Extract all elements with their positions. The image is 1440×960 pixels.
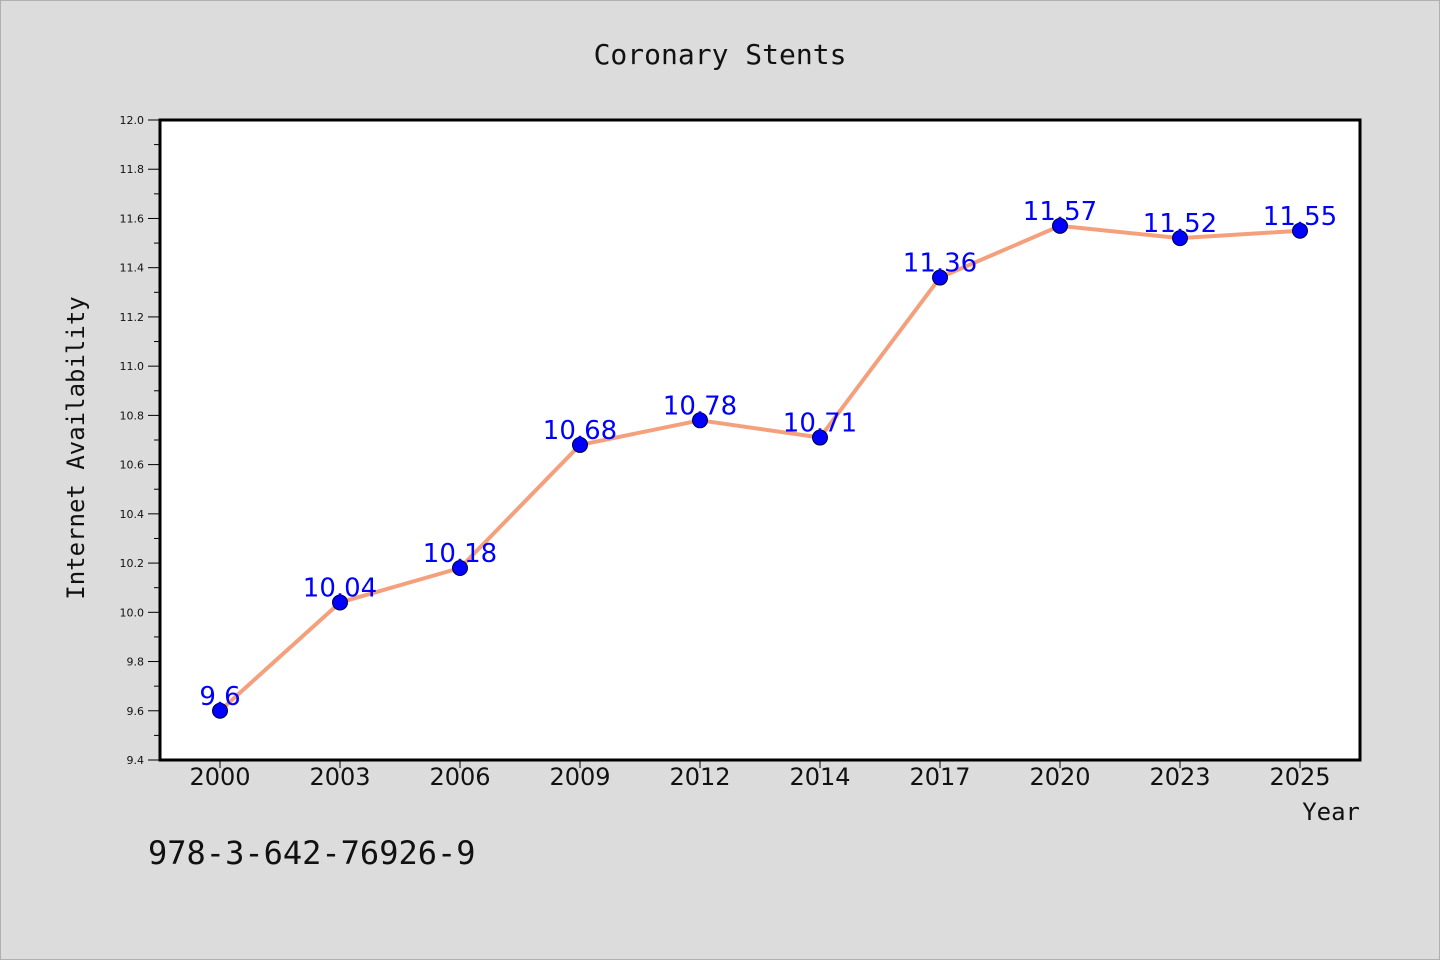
x-tick-label: 2017 <box>909 763 970 791</box>
y-axis-label: Internet Availability <box>62 296 90 599</box>
y-tick-label: 10.2 <box>120 557 145 570</box>
y-tick-label: 10.6 <box>120 459 145 472</box>
x-axis-label: Year <box>1302 798 1360 826</box>
data-point <box>452 560 468 576</box>
y-tick-label: 11.2 <box>120 311 145 324</box>
y-tick-label: 10.0 <box>120 606 145 619</box>
data-point <box>1172 230 1188 247</box>
data-point <box>332 594 348 611</box>
y-tick-label: 12.0 <box>120 114 145 127</box>
data-label: 11.55 <box>1263 202 1337 232</box>
x-tick-label: 2006 <box>429 763 490 791</box>
x-tick-label: 2000 <box>189 763 250 791</box>
y-tick-label: 11.0 <box>120 360 145 373</box>
data-point <box>572 436 588 453</box>
x-tick-label: 2014 <box>789 763 850 791</box>
series-line <box>218 223 1301 713</box>
x-tick-label: 2009 <box>549 763 610 791</box>
data-label: 10.71 <box>783 409 857 439</box>
data-label: 10.18 <box>423 539 497 569</box>
plot-area <box>158 118 1362 762</box>
data-label: 10.04 <box>303 573 377 603</box>
y-tick-label: 9.6 <box>127 705 145 718</box>
data-point <box>692 412 708 429</box>
x-tick-label: 2023 <box>1149 763 1210 791</box>
x-tick-label: 2012 <box>669 763 730 791</box>
y-tick-label: 10.4 <box>120 508 145 521</box>
y-tick-label: 10.8 <box>120 409 145 422</box>
data-point <box>1052 217 1068 234</box>
y-tick-label: 9.8 <box>127 656 145 669</box>
data-label: 11.36 <box>903 249 977 279</box>
data-points <box>212 217 1308 719</box>
data-point <box>932 269 948 286</box>
data-label: 9.6 <box>199 682 240 712</box>
y-tick-label: 11.6 <box>120 212 145 225</box>
y-tick-label: 11.8 <box>120 163 145 176</box>
data-label: 11.57 <box>1023 197 1097 227</box>
data-point <box>1292 222 1308 239</box>
x-axis-ticks: 2000 2003 2006 2009 2012 2014 2017 2020 2023 2025 <box>189 760 1331 791</box>
data-label: 10.68 <box>543 416 617 446</box>
x-tick-label: 2020 <box>1029 763 1090 791</box>
data-label: 10.78 <box>663 391 737 421</box>
data-point <box>812 429 828 446</box>
y-tick-label: 11.4 <box>120 262 145 275</box>
x-tick-label: 2003 <box>309 763 370 791</box>
y-axis-ticks: 9.4 9.6 9.8 10.0 10.2 10.4 10.6 10.8 11.0 11.2 11.… <box>120 114 160 767</box>
data-label: 11.52 <box>1143 209 1217 239</box>
data-labels: 9.6 10.04 10.18 10.68 10.78 10.71 11.36 11.57 11… <box>199 197 1337 712</box>
x-tick-label: 2025 <box>1269 763 1330 791</box>
data-point <box>212 702 228 719</box>
footer-code: 978-3-642-76926-9 <box>148 834 476 872</box>
y-tick-label: 9.4 <box>127 754 145 767</box>
chart-title: Coronary Stents <box>594 38 847 71</box>
